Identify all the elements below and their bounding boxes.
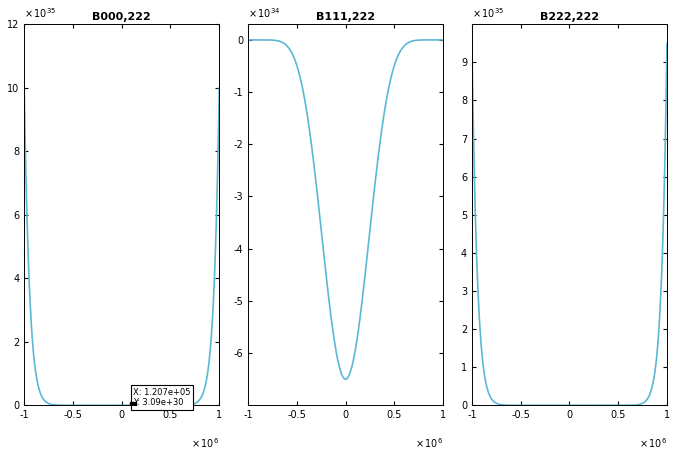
- Title: B111,222: B111,222: [316, 12, 375, 22]
- Text: $\times\,10^6$: $\times\,10^6$: [191, 436, 219, 449]
- Title: B000,222: B000,222: [92, 12, 151, 22]
- Text: X: 1.207e+05
Y: 3.09e+30: X: 1.207e+05 Y: 3.09e+30: [133, 388, 191, 407]
- Text: $\times\,10^{34}$: $\times\,10^{34}$: [248, 7, 281, 20]
- Text: $\times\,10^6$: $\times\,10^6$: [639, 436, 667, 449]
- Text: $\times\,10^{35}$: $\times\,10^{35}$: [472, 7, 504, 20]
- Text: $\times\,10^{35}$: $\times\,10^{35}$: [24, 7, 57, 20]
- Text: $\times\,10^6$: $\times\,10^6$: [415, 436, 443, 449]
- Title: B222,222: B222,222: [540, 12, 599, 22]
